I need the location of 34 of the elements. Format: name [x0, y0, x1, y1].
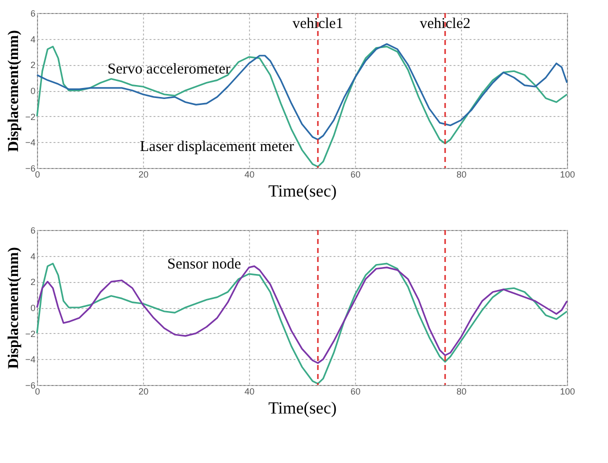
x-tick-label: 40: [244, 386, 255, 396]
x-tick-label: 40: [244, 170, 255, 180]
y-tick-label: 2: [30, 60, 36, 70]
x-axis-title: Time(sec): [268, 182, 337, 200]
y-tick-label: −2: [25, 328, 36, 339]
y-tick-label: −4: [25, 138, 36, 148]
x-tick-label: 60: [350, 170, 361, 180]
line-series: [36, 43, 568, 140]
y-tick-label: 2: [30, 277, 36, 288]
y-tick-label: 4: [30, 251, 36, 262]
annotation: Sensor node: [167, 256, 242, 272]
x-tick-label: 80: [456, 170, 467, 180]
x-tick-label: 60: [350, 386, 361, 396]
y-tick-label: −2: [25, 112, 36, 122]
y-tick-label: 0: [30, 303, 36, 313]
y-tick-label: −4: [25, 354, 36, 365]
annotation: Servo accelerometer: [108, 61, 230, 78]
y-tick-label: −6: [25, 380, 36, 390]
y-tick-label: 6: [30, 226, 36, 236]
y-axis-title: Displacement(mm): [6, 30, 22, 152]
x-axis-title: Time(sec): [268, 398, 337, 418]
annotation: Laser displacement meter: [140, 138, 294, 155]
y-tick-label: 4: [30, 34, 36, 44]
x-tick-label: 100: [560, 170, 576, 180]
ref-line-label: vehicle1: [292, 16, 344, 32]
x-tick-label: 20: [138, 170, 149, 180]
y-tick-label: −6: [25, 164, 36, 174]
y-tick-label: 6: [30, 8, 36, 18]
x-tick-label: 100: [560, 386, 576, 396]
ref-line-label: vehicle2: [420, 16, 471, 32]
x-tick-label: 20: [138, 386, 149, 396]
x-tick-label: 80: [456, 386, 467, 396]
y-axis-title: Displacement(mm): [6, 247, 22, 369]
y-tick-label: 0: [30, 86, 36, 96]
